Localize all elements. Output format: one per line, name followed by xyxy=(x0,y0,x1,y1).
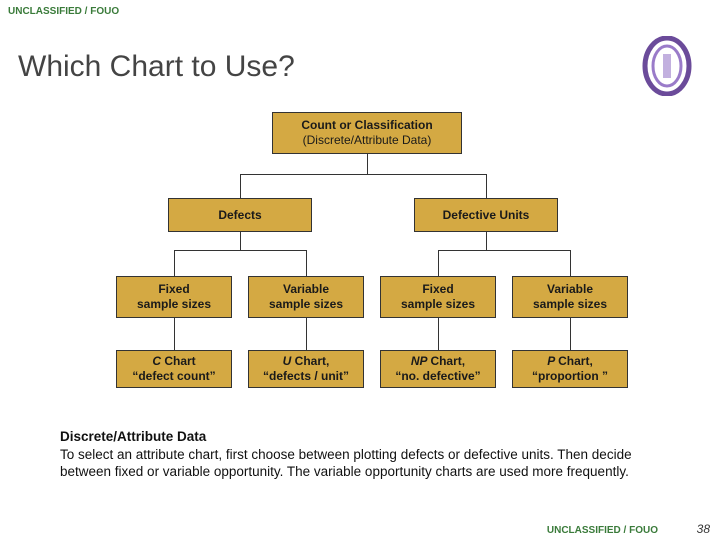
tree-node: Variable sample sizes xyxy=(512,276,628,318)
page-number: 38 xyxy=(697,522,710,536)
page-title: Which Chart to Use? xyxy=(18,50,295,84)
classification-bottom: UNCLASSIFIED / FOUO xyxy=(547,525,658,536)
node-label: Count or Classification xyxy=(273,118,461,133)
connector-line xyxy=(570,250,571,276)
tree-leaf-p-chart: P Chart, “proportion ” xyxy=(512,350,628,388)
connector-line xyxy=(306,250,307,276)
node-label: Variable xyxy=(513,282,627,297)
sigma-logo-icon xyxy=(642,36,692,96)
connector-line xyxy=(240,232,241,250)
node-label: U Chart, xyxy=(249,354,363,369)
node-label: Fixed xyxy=(117,282,231,297)
paragraph-body: To select an attribute chart, first choo… xyxy=(60,447,632,480)
connector-line xyxy=(174,250,175,276)
node-label: Fixed xyxy=(381,282,495,297)
connector-line xyxy=(174,318,175,350)
node-label: P Chart, xyxy=(513,354,627,369)
leaf-symbol: NP xyxy=(411,354,431,368)
node-label: NP Chart, xyxy=(381,354,495,369)
tree-node: Variable sample sizes xyxy=(248,276,364,318)
tree-node: Fixed sample sizes xyxy=(116,276,232,318)
node-sublabel: “no. defective” xyxy=(381,369,495,384)
connector-line xyxy=(438,250,439,276)
decision-tree-diagram: Count or Classification (Discrete/Attrib… xyxy=(0,112,728,412)
tree-leaf-u-chart: U Chart, “defects / unit” xyxy=(248,350,364,388)
connector-line xyxy=(438,250,571,251)
connector-line xyxy=(570,318,571,350)
tree-node-defective-units: Defective Units xyxy=(414,198,558,232)
connector-line xyxy=(240,174,241,198)
node-label: sample sizes xyxy=(381,297,495,312)
node-label: sample sizes xyxy=(513,297,627,312)
tree-node: Fixed sample sizes xyxy=(380,276,496,318)
node-sublabel: “proportion ” xyxy=(513,369,627,384)
classification-top: UNCLASSIFIED / FOUO xyxy=(8,6,119,17)
node-label: C Chart xyxy=(117,354,231,369)
node-sublabel: (Discrete/Attribute Data) xyxy=(273,133,461,148)
tree-node-defects: Defects xyxy=(168,198,312,232)
node-label: Defective Units xyxy=(415,208,557,223)
classification-top-text: UNCLASSIFIED / FOUO xyxy=(8,6,119,17)
paragraph-heading: Discrete/Attribute Data xyxy=(60,429,206,444)
leaf-symbol: P xyxy=(547,354,558,368)
node-sublabel: “defects / unit” xyxy=(249,369,363,384)
connector-line xyxy=(367,154,368,174)
node-label: Defects xyxy=(169,208,311,223)
connector-line xyxy=(486,174,487,198)
classification-bottom-text: UNCLASSIFIED / FOUO xyxy=(547,525,658,536)
node-label: Variable xyxy=(249,282,363,297)
connector-line xyxy=(240,174,487,175)
explanatory-paragraph: Discrete/Attribute Data To select an att… xyxy=(60,428,660,481)
leaf-suffix: Chart, xyxy=(558,354,593,368)
node-sublabel: “defect count” xyxy=(117,369,231,384)
tree-leaf-np-chart: NP Chart, “no. defective” xyxy=(380,350,496,388)
leaf-suffix: Chart, xyxy=(430,354,465,368)
leaf-symbol: C xyxy=(152,354,164,368)
leaf-suffix: Chart, xyxy=(295,354,330,368)
leaf-suffix: Chart xyxy=(164,354,195,368)
connector-line xyxy=(486,232,487,250)
tree-leaf-c-chart: C Chart “defect count” xyxy=(116,350,232,388)
connector-line xyxy=(438,318,439,350)
node-label: sample sizes xyxy=(117,297,231,312)
node-label: sample sizes xyxy=(249,297,363,312)
leaf-symbol: U xyxy=(283,354,295,368)
connector-line xyxy=(174,250,307,251)
connector-line xyxy=(306,318,307,350)
tree-root-node: Count or Classification (Discrete/Attrib… xyxy=(272,112,462,154)
